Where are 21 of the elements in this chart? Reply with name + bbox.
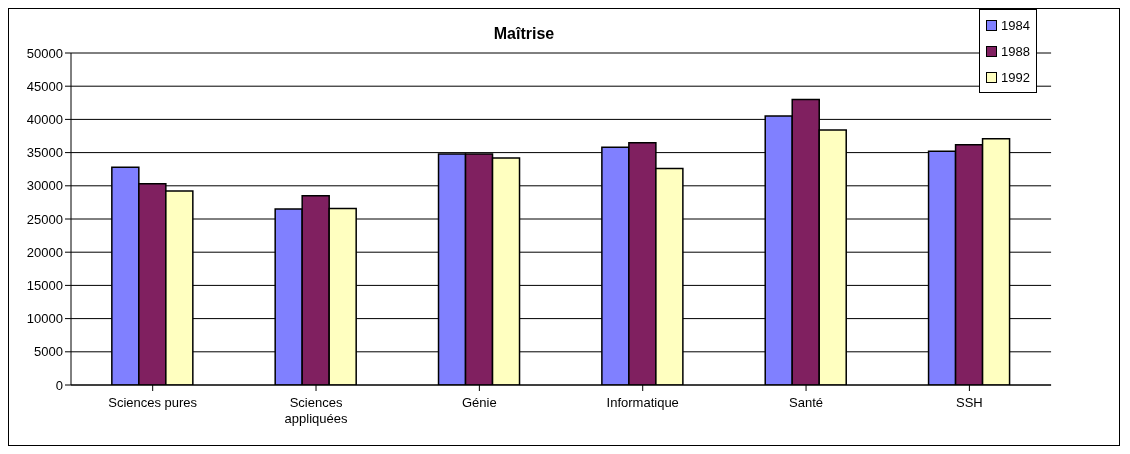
x-tick-label: Sciences appliquées [284, 395, 348, 426]
y-tick-label: 50000 [26, 45, 63, 61]
x-tick-label: Sciences pures [108, 395, 198, 410]
y-tick-label: 5000 [34, 344, 63, 360]
x-tick-label: Informatique [606, 395, 679, 410]
y-tick-label: 10000 [26, 311, 63, 327]
y-tick-label: 45000 [26, 78, 63, 94]
y-tick-label: 20000 [26, 244, 63, 260]
legend-label: 1984 [1001, 17, 1030, 33]
y-tick-label: 25000 [26, 211, 63, 227]
y-tick-label: 40000 [26, 112, 63, 128]
y-tick-label: 30000 [26, 178, 63, 194]
chart-title: Maîtrise [493, 25, 555, 42]
legend-label: 1988 [1001, 43, 1030, 59]
x-tick-label: Génie [462, 395, 497, 410]
y-tick-label: 0 [55, 377, 63, 393]
y-tick-label: 35000 [26, 145, 63, 161]
x-tick-label: Santé [789, 395, 824, 410]
y-tick-label: 15000 [26, 278, 63, 294]
legend-label: 1992 [1001, 69, 1030, 85]
x-tick-label: SSH [956, 395, 983, 410]
